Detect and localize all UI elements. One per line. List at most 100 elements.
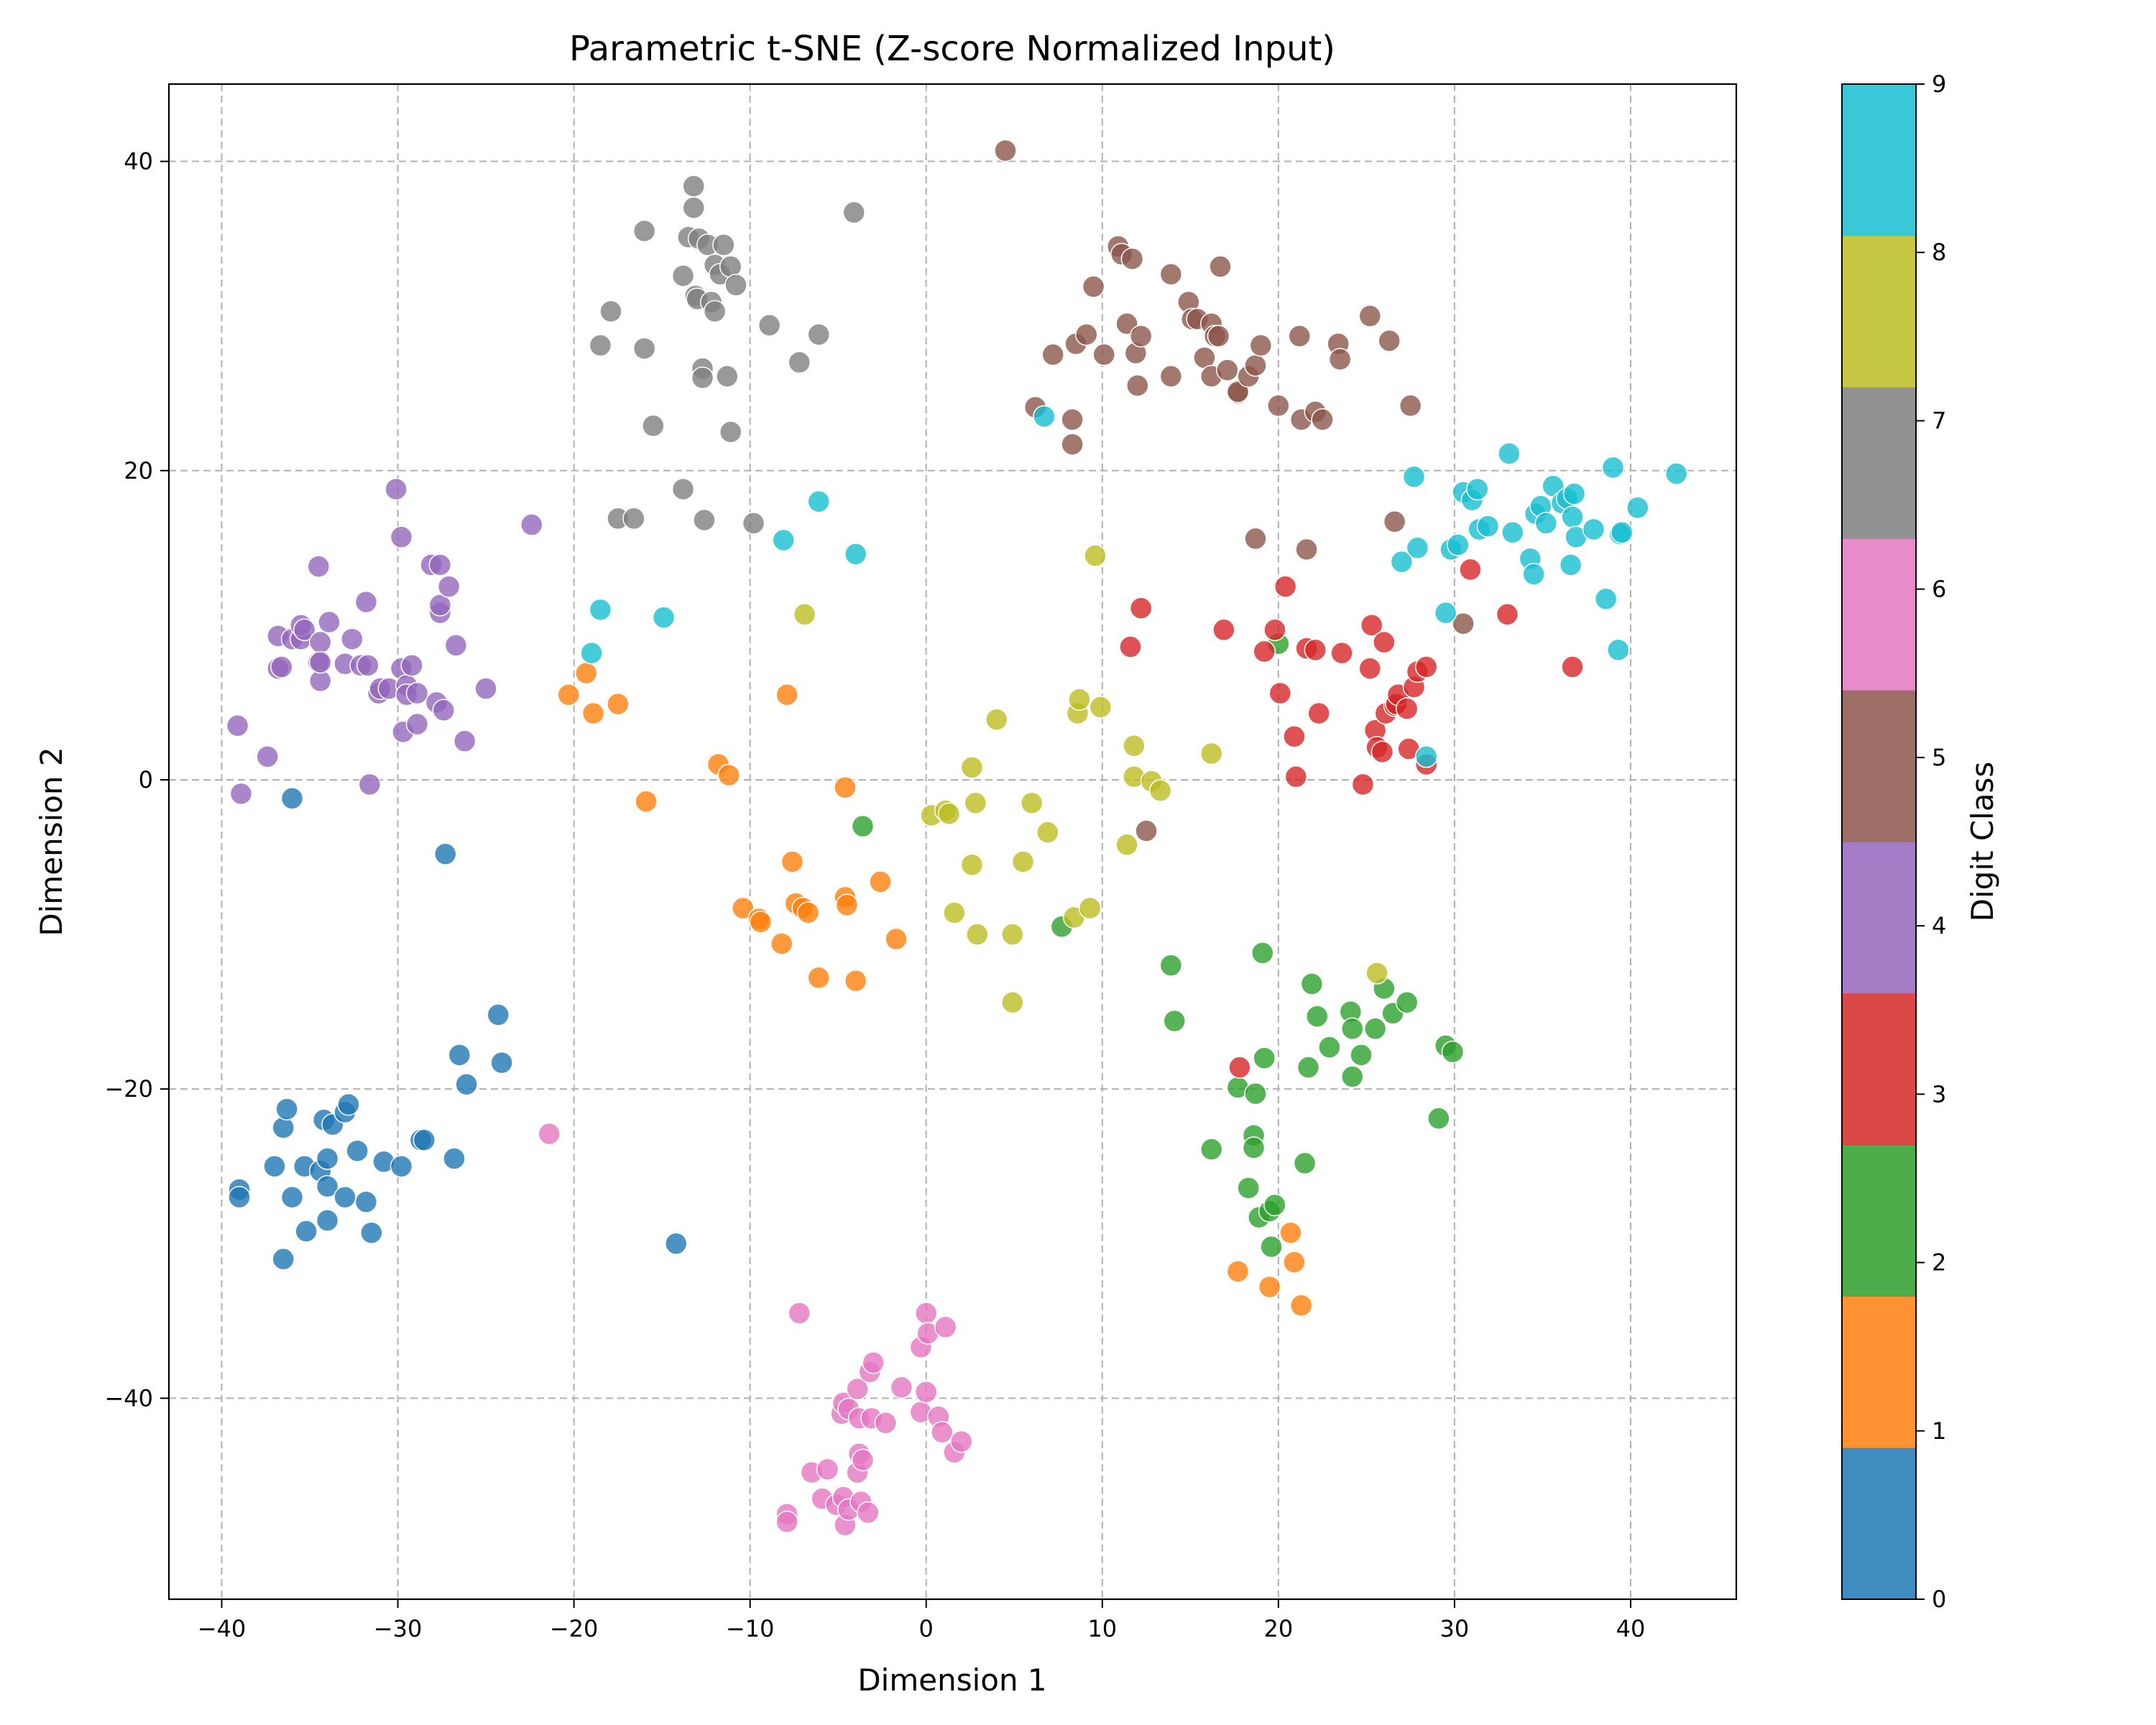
data-point — [1330, 641, 1353, 665]
data-point — [1304, 638, 1327, 662]
data-point — [788, 1302, 811, 1325]
data-point — [632, 219, 656, 243]
data-point — [1496, 603, 1519, 626]
data-point — [846, 1377, 869, 1401]
data-point — [1414, 745, 1438, 768]
data-point — [490, 1051, 513, 1075]
data-point — [1041, 343, 1064, 367]
data-point — [1283, 1251, 1306, 1274]
data-point — [272, 1116, 295, 1139]
data-point — [354, 1190, 378, 1213]
data-point — [1664, 462, 1688, 485]
data-point — [816, 1458, 839, 1481]
data-point — [390, 1154, 413, 1178]
data-point — [589, 598, 612, 622]
data-point — [1441, 1040, 1465, 1064]
colorbar: 0 1 2 3 4 5 6 7 8 9 — [1841, 70, 1946, 1613]
data-point — [1061, 408, 1084, 431]
data-point — [732, 896, 755, 920]
data-point — [1244, 1082, 1267, 1105]
data-point — [315, 1174, 339, 1198]
colorbar-frame — [1841, 83, 1917, 1600]
colorbar-tick-label: 5 — [1932, 744, 1946, 771]
data-point — [682, 196, 706, 219]
data-point — [1115, 833, 1138, 857]
data-point — [994, 139, 1017, 162]
x-tick-label: −40 — [198, 1615, 247, 1642]
data-point — [770, 932, 793, 955]
data-point — [1561, 656, 1584, 678]
data-points — [226, 139, 1688, 1537]
data-point — [1084, 544, 1107, 567]
class-8-points — [793, 544, 1388, 1014]
data-point — [275, 1098, 298, 1121]
data-point — [1383, 510, 1406, 533]
data-point — [985, 708, 1008, 731]
data-point — [358, 773, 382, 796]
data-point — [1263, 618, 1286, 642]
data-point — [1601, 456, 1625, 479]
colorbar-segment — [1842, 690, 1916, 842]
data-point — [315, 1147, 339, 1170]
data-point — [280, 787, 304, 810]
class-7-points — [589, 175, 866, 535]
data-point — [1328, 348, 1352, 371]
data-point — [1258, 1275, 1281, 1299]
data-point — [433, 842, 457, 865]
data-point — [1119, 635, 1142, 658]
data-point — [295, 1220, 318, 1243]
data-point — [712, 233, 735, 257]
data-point — [455, 1072, 478, 1096]
data-point — [964, 791, 987, 814]
data-point — [719, 420, 742, 443]
data-point — [520, 513, 543, 536]
data-point — [1268, 681, 1292, 705]
data-point — [1135, 819, 1158, 842]
data-point — [405, 681, 429, 705]
data-point — [1251, 942, 1274, 965]
data-point — [1293, 1151, 1317, 1175]
data-point — [333, 1185, 356, 1209]
data-point — [589, 334, 612, 357]
data-point — [390, 525, 413, 548]
x-tick-label: −30 — [374, 1615, 423, 1642]
data-point — [1129, 324, 1153, 348]
data-point — [580, 641, 603, 665]
data-point — [1395, 697, 1419, 720]
data-point — [1226, 1260, 1250, 1283]
data-point — [772, 528, 795, 552]
data-point — [292, 618, 316, 642]
data-point — [622, 507, 645, 530]
colorbar-segment — [1842, 1296, 1916, 1448]
data-point — [444, 634, 468, 657]
data-point — [1078, 896, 1102, 920]
data-point — [1459, 558, 1482, 581]
data-point — [1466, 477, 1489, 501]
data-point — [1159, 364, 1183, 388]
data-point — [1244, 354, 1267, 377]
data-point — [229, 782, 253, 806]
data-point — [413, 1128, 436, 1151]
data-point — [1434, 601, 1457, 625]
colorbar-segment — [1842, 235, 1916, 388]
y-tick-label: −40 — [104, 1384, 153, 1412]
data-point — [228, 1185, 251, 1209]
data-point — [890, 1376, 913, 1399]
data-point — [851, 814, 875, 838]
class-3-points — [1119, 558, 1584, 1079]
colorbar-tick-label: 1 — [1932, 1417, 1946, 1445]
data-point — [851, 1448, 875, 1472]
colorbar-tick-label: 3 — [1932, 1080, 1946, 1108]
data-point — [1237, 1177, 1260, 1200]
data-point — [1082, 275, 1105, 298]
data-point — [270, 656, 293, 678]
y-tick-label: 40 — [124, 148, 153, 175]
data-point — [796, 901, 820, 924]
data-point — [1559, 553, 1583, 576]
class-1-points — [557, 661, 1313, 1317]
data-point — [834, 776, 857, 799]
data-point — [807, 966, 831, 990]
data-point — [428, 553, 452, 576]
data-point — [307, 555, 331, 578]
data-point — [1244, 527, 1267, 551]
